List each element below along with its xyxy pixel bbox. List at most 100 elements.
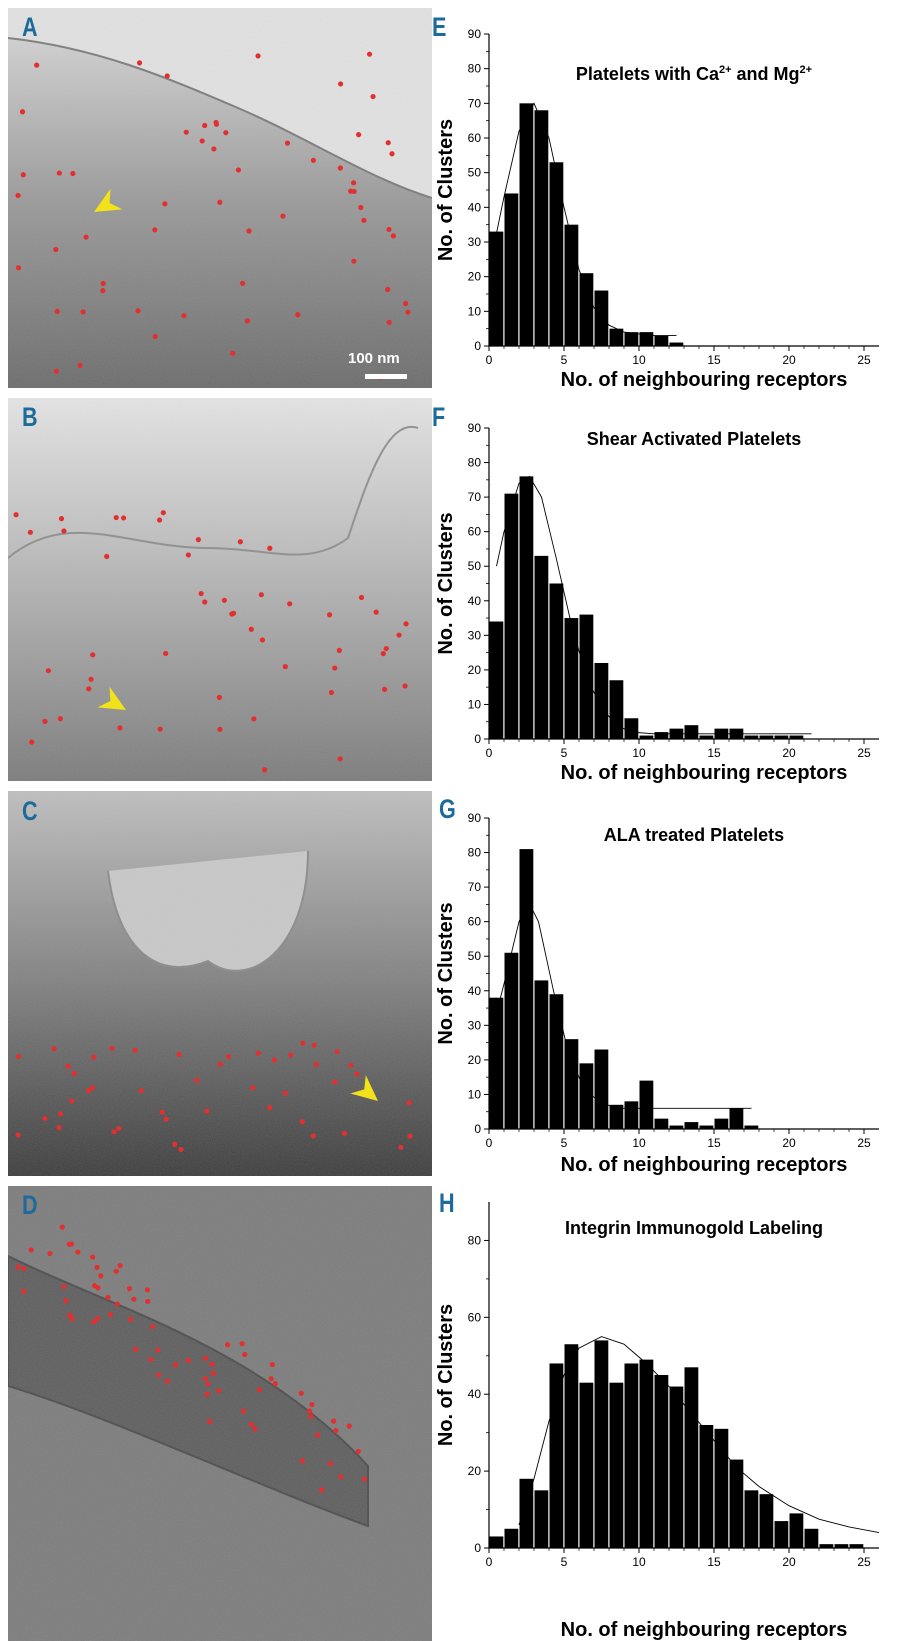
gold-particle-marker <box>21 1266 27 1272</box>
gold-particle-marker <box>162 201 168 207</box>
histogram-f: 0 10 20 30 40 50 60 70 80 90 0 5 10 15 20 25 Shear Activ… <box>435 398 919 784</box>
gold-particle-marker <box>42 718 48 725</box>
histogram-bar <box>729 1108 744 1129</box>
gold-particle-marker <box>34 62 40 68</box>
gold-particle-marker <box>211 146 217 152</box>
gold-particle-marker <box>65 1063 71 1069</box>
y-tick-label: 0 <box>474 732 481 746</box>
arrowhead-icon <box>350 1075 378 1101</box>
gold-particle-marker <box>69 1316 75 1322</box>
y-tick-label: 40 <box>468 594 482 608</box>
histogram-bar <box>654 1375 669 1548</box>
y-tick-label: 30 <box>468 1018 482 1032</box>
histogram-bar <box>489 1536 504 1548</box>
fit-curve <box>488 899 752 1109</box>
gold-particle-marker <box>160 510 166 516</box>
histogram-bar <box>849 1544 864 1548</box>
histogram-bar <box>504 1528 519 1548</box>
gold-particle-marker <box>403 621 409 627</box>
histogram-bar <box>639 735 654 739</box>
histogram-bar <box>654 1118 669 1129</box>
gold-particle-marker <box>267 1105 273 1111</box>
histogram-bar <box>594 290 609 346</box>
gold-particle-marker <box>15 265 22 271</box>
gold-particle-marker <box>235 167 242 173</box>
histogram-bar <box>624 1101 639 1129</box>
x-tick-label: 20 <box>782 1136 796 1150</box>
gold-particle-marker <box>405 309 411 315</box>
y-tick-label: 70 <box>468 880 482 894</box>
x-axis-label: No. of neighbouring receptors <box>561 1154 848 1176</box>
histogram-bar <box>759 1494 774 1548</box>
gold-particle-marker <box>20 172 26 178</box>
x-tick-label: 0 <box>486 353 493 367</box>
gold-particle-marker <box>202 122 208 129</box>
gold-particle-marker <box>104 553 110 560</box>
gold-particle-marker <box>194 1077 200 1083</box>
gold-particle-marker <box>386 226 392 233</box>
y-tick-label: 80 <box>468 62 482 76</box>
histogram-bar <box>564 224 579 346</box>
panel-letter-d: D <box>22 1190 38 1220</box>
gold-particle-marker <box>269 1361 275 1368</box>
gold-particle-marker <box>172 1141 178 1147</box>
gold-particle-marker <box>138 1087 144 1094</box>
gold-particle-marker <box>164 73 170 79</box>
histogram-bar <box>504 493 519 739</box>
histogram-bar <box>684 725 699 739</box>
gold-particle-marker <box>117 725 123 731</box>
gold-particle-marker <box>80 309 86 315</box>
gold-particle-marker <box>90 1254 96 1260</box>
gold-particle-marker <box>370 93 376 100</box>
histogram-bar <box>624 718 639 739</box>
chart-title: Shear Activated Platelets <box>587 429 801 449</box>
histogram-bar <box>489 621 504 739</box>
scale-bar-label: 100 nm <box>348 350 400 367</box>
gold-particle-marker <box>53 368 60 374</box>
gold-particle-marker <box>113 1268 119 1274</box>
gold-particle-marker <box>328 689 335 696</box>
gold-particle-marker <box>89 1085 96 1091</box>
gold-particle-marker <box>386 319 392 326</box>
gold-particle-marker <box>156 1372 162 1378</box>
gold-particle-marker <box>203 1375 209 1382</box>
histogram-bar <box>489 231 504 346</box>
micrograph-a <box>8 8 432 388</box>
x-tick-label: 25 <box>857 1555 871 1569</box>
panel-letter-g: G <box>439 794 456 824</box>
histogram-bar <box>699 735 714 739</box>
gold-particle-marker <box>185 1357 191 1363</box>
x-tick-label: 0 <box>486 1136 493 1150</box>
gold-particle-marker <box>389 151 395 157</box>
gold-particle-marker <box>202 599 208 605</box>
gold-particle-marker <box>59 1224 65 1230</box>
gold-particle-marker <box>91 1054 97 1060</box>
gold-particle-marker <box>380 650 386 657</box>
gold-particle-marker <box>298 1390 304 1396</box>
histogram-bar <box>789 735 804 739</box>
fit-curve <box>496 475 812 735</box>
gold-particle-marker <box>183 129 189 135</box>
histogram-bar <box>534 980 549 1129</box>
gold-particle-marker <box>70 170 76 177</box>
histogram-bar <box>684 1367 699 1548</box>
histogram-bar <box>609 1382 624 1548</box>
gold-particle-marker <box>107 1311 114 1318</box>
histogram-bar <box>774 1521 789 1548</box>
gold-particle-marker <box>131 1296 137 1302</box>
histogram-bar <box>834 1544 849 1548</box>
gold-particle-marker <box>385 286 391 293</box>
gold-particle-marker <box>300 1040 306 1046</box>
gold-particle-marker <box>351 258 357 264</box>
histogram-bar <box>729 1459 744 1548</box>
gold-particle-marker <box>341 1130 348 1136</box>
gold-particle-marker <box>280 213 286 219</box>
gold-particle-marker <box>373 609 379 615</box>
gold-particle-marker <box>398 1144 404 1151</box>
gold-particle-marker <box>88 676 94 682</box>
y-tick-label: 40 <box>468 984 482 998</box>
gold-particle-marker <box>284 140 291 146</box>
gold-particle-marker <box>333 1427 339 1434</box>
histogram-bar <box>549 583 564 739</box>
histogram-bar <box>774 735 789 739</box>
